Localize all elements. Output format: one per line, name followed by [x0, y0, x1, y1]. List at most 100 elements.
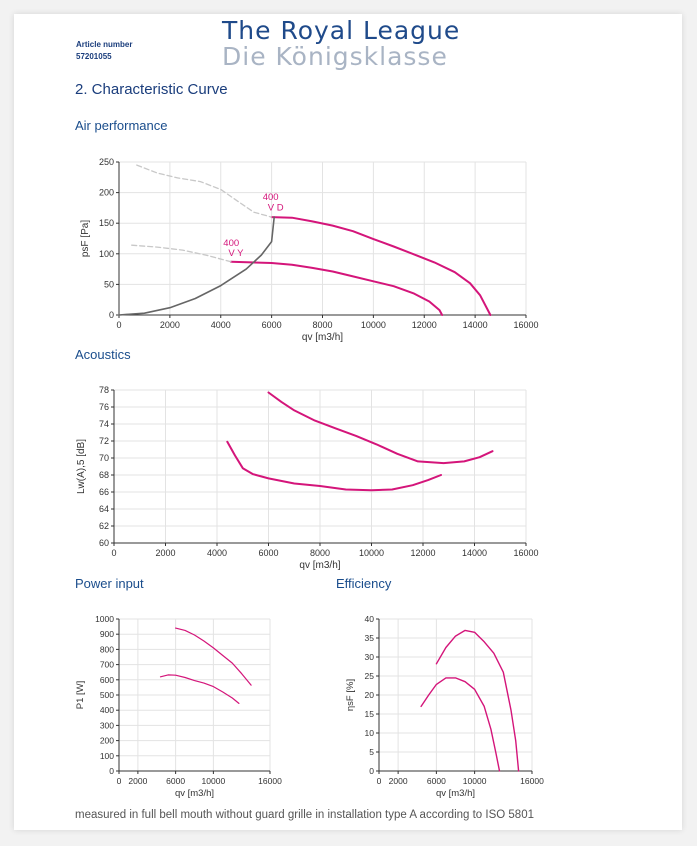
x-tick-label: 0 — [116, 320, 121, 330]
x-tick-label: 2000 — [160, 320, 180, 330]
y-tick-label: 0 — [369, 766, 374, 776]
y-tick-label: 600 — [100, 675, 114, 685]
air-series-dashed-3 — [136, 164, 273, 218]
measurement-footnote: measured in full bell mouth without guar… — [75, 809, 534, 821]
acoustics-title: Acoustics — [75, 347, 131, 362]
y-tick-label: 74 — [99, 419, 109, 429]
y-tick-label: 0 — [109, 766, 114, 776]
y-tick-label: 200 — [100, 736, 114, 746]
x-tick-label: 16000 — [520, 776, 544, 786]
y-tick-label: 25 — [365, 671, 375, 681]
y-tick-label: 60 — [99, 538, 109, 548]
curve-annotation: 400 — [263, 192, 279, 203]
y-tick-label: 66 — [99, 487, 109, 497]
x-tick-label: 8000 — [312, 320, 332, 330]
y-axis-label: Lw(A),5 [dB] — [76, 439, 87, 494]
y-tick-label: 35 — [365, 633, 375, 643]
y-tick-label: 70 — [99, 453, 109, 463]
x-tick-label: 16000 — [513, 548, 538, 558]
brand-title-english: The Royal League — [222, 16, 461, 45]
y-tick-label: 150 — [99, 218, 114, 228]
y-tick-label: 20 — [365, 690, 375, 700]
y-tick-label: 10 — [365, 728, 375, 738]
x-tick-label: 0 — [111, 548, 116, 558]
efficiency-chart: 0 5 10 15 20 25 30 35 40 0 2000 6000 10000 16000 qv [m… — [345, 614, 544, 799]
x-tick-label: 2000 — [128, 776, 147, 786]
y-tick-label: 200 — [99, 188, 114, 198]
air-series-dashed-4 — [131, 244, 232, 263]
x-axis-label: qv [m3/h] — [175, 788, 214, 799]
datasheet-page: Article number 57201055 The Royal League… — [14, 14, 682, 830]
y-axis-label: P1 [W] — [75, 681, 86, 710]
x-tick-label: 4000 — [211, 320, 231, 330]
y-tick-label: 68 — [99, 470, 109, 480]
x-tick-label: 10000 — [202, 776, 226, 786]
y-tick-label: 300 — [100, 720, 114, 730]
y-tick-label: 100 — [100, 751, 114, 761]
x-tick-label: 16000 — [258, 776, 282, 786]
efficiency-title: Efficiency — [336, 576, 392, 591]
x-tick-label: 2000 — [389, 776, 408, 786]
x-axis-label: qv [m3/h] — [299, 560, 340, 571]
x-tick-label: 14000 — [463, 320, 488, 330]
y-tick-label: 700 — [100, 660, 114, 670]
y-axis-label: psF [Pa] — [80, 220, 91, 257]
y-tick-label: 72 — [99, 436, 109, 446]
y-tick-label: 40 — [365, 614, 375, 624]
x-tick-label: 0 — [377, 776, 382, 786]
y-tick-label: 0 — [109, 310, 114, 320]
y-tick-label: 900 — [100, 629, 114, 639]
curve-annotation: V D — [268, 202, 284, 213]
y-tick-label: 62 — [99, 521, 109, 531]
efficiency-series-curve-1 — [420, 677, 501, 772]
article-number-label: Article number — [76, 40, 133, 49]
x-tick-label: 6000 — [166, 776, 185, 786]
air-series-system-2 — [118, 216, 275, 316]
x-tick-label: 6000 — [258, 548, 278, 558]
x-tick-label: 12000 — [412, 320, 437, 330]
y-tick-label: 78 — [99, 385, 109, 395]
x-tick-label: 14000 — [462, 548, 487, 558]
y-tick-label: 800 — [100, 644, 114, 654]
x-tick-label: 10000 — [361, 320, 386, 330]
x-tick-label: 10000 — [359, 548, 384, 558]
x-tick-label: 16000 — [513, 320, 538, 330]
x-tick-label: 0 — [117, 776, 122, 786]
x-axis-label: qv [m3/h] — [436, 788, 475, 799]
y-tick-label: 64 — [99, 504, 109, 514]
power-series-curve-1 — [159, 674, 240, 704]
power-series-curve-0 — [175, 627, 252, 686]
x-axis-label: qv [m3/h] — [302, 332, 343, 343]
article-number-block: Article number 57201055 — [76, 39, 132, 63]
x-tick-label: 6000 — [427, 776, 446, 786]
section-title: 2. Characteristic Curve — [75, 81, 228, 98]
y-tick-label: 5 — [369, 747, 374, 757]
y-tick-label: 250 — [99, 157, 114, 167]
curve-annotation: 400 — [223, 238, 239, 249]
y-tick-label: 15 — [365, 709, 375, 719]
y-tick-label: 76 — [99, 402, 109, 412]
curve-annotation: V Y — [228, 248, 244, 259]
y-tick-label: 50 — [104, 279, 114, 289]
x-tick-label: 4000 — [207, 548, 227, 558]
acoustics-chart: 60 62 64 66 68 70 72 74 76 78 0 2000 4000 6000 8000 100… — [76, 385, 539, 571]
brand-title-german: Die Königsklasse — [222, 42, 448, 71]
x-tick-label: 6000 — [262, 320, 282, 330]
y-axis-label: ηsF [%] — [345, 679, 356, 711]
power-input-title: Power input — [75, 576, 144, 591]
x-tick-label: 12000 — [410, 548, 435, 558]
y-tick-label: 400 — [100, 705, 114, 715]
x-tick-label: 10000 — [463, 776, 487, 786]
x-tick-label: 8000 — [310, 548, 330, 558]
air-series-curve-1 — [229, 260, 444, 316]
air-chart: 0 50 100 150 200 250 0 2000 4000 6000 8000 10000 120… — [80, 157, 539, 343]
article-number-value: 57201055 — [76, 52, 112, 61]
y-tick-label: 100 — [99, 249, 114, 259]
x-tick-label: 2000 — [155, 548, 175, 558]
y-tick-label: 500 — [100, 690, 114, 700]
acoustics-series-curve-1 — [226, 440, 442, 492]
y-tick-label: 1000 — [95, 614, 114, 624]
acoustics-series-curve-0 — [267, 391, 494, 465]
